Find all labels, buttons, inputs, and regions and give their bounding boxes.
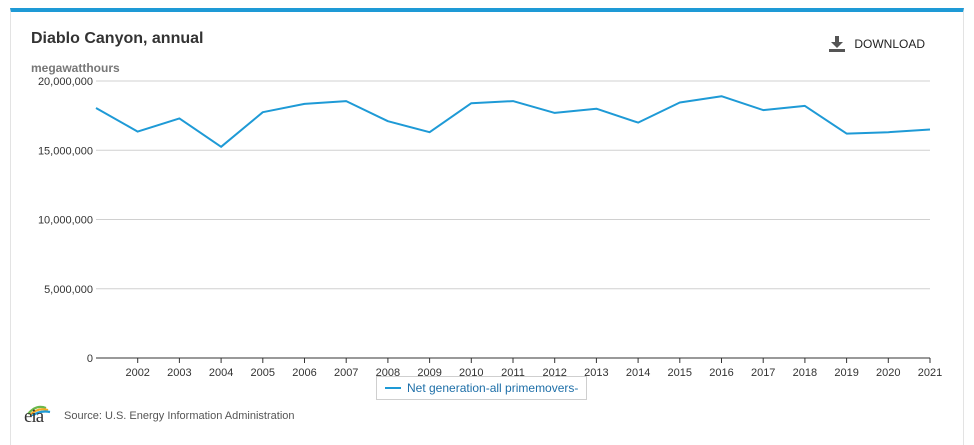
x-tick-label: 2013 [584,367,608,379]
eia-logo-icon: eia [24,405,54,427]
y-tick-label: 15,000,000 [38,145,93,157]
chart-title: Diablo Canyon, annual [31,30,204,47]
source-text: Source: U.S. Energy Information Administ… [64,410,295,422]
download-button[interactable]: DOWNLOAD [828,36,925,52]
x-tick-label: 2014 [626,367,650,379]
x-tick-label: 2006 [292,367,316,379]
x-tick-label: 2004 [209,367,233,379]
units-label: megawatthours [31,61,120,75]
grid-lines [96,80,930,359]
source-footer: eia Source: U.S. Energy Information Admi… [24,405,295,427]
x-tick-label: 2002 [125,367,149,379]
legend-swatch [385,387,401,389]
x-tick-label: 2017 [751,367,775,379]
x-tick-label: 2020 [876,367,900,379]
legend-item[interactable]: Net generation-all primemovers- [376,376,588,400]
y-axis: 0 5,000,000 10,000,000 15,000,000 20,000,000 [38,76,93,365]
legend-label: Net generation-all primemovers- [407,381,579,395]
x-tick-label: 2003 [167,367,191,379]
logo-text: eia [24,406,44,427]
download-label: DOWNLOAD [854,37,925,51]
y-tick-label: 20,000,000 [38,76,93,88]
x-tick-label: 2021 [918,367,942,379]
x-tick-label: 2015 [668,367,692,379]
x-tick-label: 2018 [793,367,817,379]
x-tick-label: 2007 [334,367,358,379]
series-layer [95,95,931,148]
x-tick-label: 2016 [709,367,733,379]
x-tick-label: 2005 [251,367,275,379]
y-tick-label: 10,000,000 [38,215,93,227]
x-tick-label: 2019 [834,367,858,379]
y-tick-label: 5,000,000 [44,284,93,296]
download-icon [828,36,846,52]
y-tick-label: 0 [87,353,93,365]
series-line[interactable] [95,95,931,148]
